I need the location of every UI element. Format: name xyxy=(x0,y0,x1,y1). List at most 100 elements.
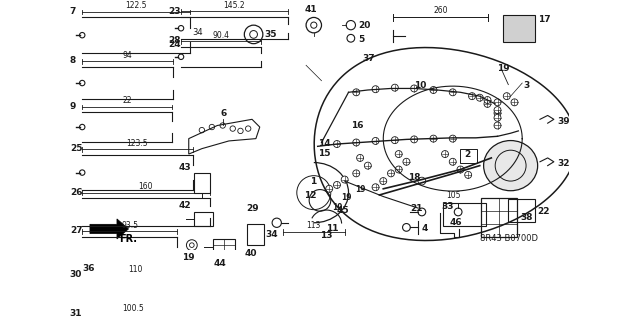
Circle shape xyxy=(457,166,464,173)
Circle shape xyxy=(333,182,340,189)
Text: 113: 113 xyxy=(307,221,321,231)
Text: 105: 105 xyxy=(447,191,461,200)
Polygon shape xyxy=(90,219,129,239)
Text: 12: 12 xyxy=(305,191,317,200)
Circle shape xyxy=(430,135,437,142)
Circle shape xyxy=(333,141,340,147)
Text: 9: 9 xyxy=(70,102,76,111)
Text: 44: 44 xyxy=(213,259,226,268)
Bar xyxy=(214,239,235,255)
Text: 93.5: 93.5 xyxy=(121,221,138,230)
Circle shape xyxy=(484,97,491,103)
Text: 100.5: 100.5 xyxy=(122,304,144,313)
Text: 3: 3 xyxy=(524,81,530,90)
Circle shape xyxy=(353,170,360,177)
Circle shape xyxy=(468,93,476,100)
Text: 11: 11 xyxy=(326,224,339,233)
Bar xyxy=(194,212,212,226)
Text: 17: 17 xyxy=(538,15,551,24)
Circle shape xyxy=(396,151,402,158)
Text: 19: 19 xyxy=(355,185,365,194)
Text: 13: 13 xyxy=(320,231,332,240)
Text: 145.2: 145.2 xyxy=(223,1,245,10)
Text: 18: 18 xyxy=(408,173,420,182)
Circle shape xyxy=(442,151,449,158)
Circle shape xyxy=(364,162,371,169)
Bar xyxy=(194,173,209,193)
Circle shape xyxy=(494,114,501,121)
Circle shape xyxy=(411,85,418,92)
Circle shape xyxy=(494,107,501,114)
Text: 110: 110 xyxy=(128,265,143,274)
Circle shape xyxy=(476,94,483,101)
Text: 14: 14 xyxy=(319,139,331,148)
Text: 2: 2 xyxy=(464,150,470,159)
Text: 39: 39 xyxy=(557,117,570,126)
Circle shape xyxy=(494,99,501,106)
Text: 36: 36 xyxy=(82,264,95,273)
Text: 19: 19 xyxy=(497,64,509,73)
Text: 260: 260 xyxy=(433,6,448,15)
Text: 7: 7 xyxy=(70,7,76,16)
Ellipse shape xyxy=(484,141,538,191)
Circle shape xyxy=(411,136,418,143)
Text: 160: 160 xyxy=(139,182,153,191)
Circle shape xyxy=(392,84,398,91)
Circle shape xyxy=(326,185,333,192)
Bar xyxy=(508,199,535,222)
Circle shape xyxy=(341,176,348,183)
Text: 23: 23 xyxy=(169,7,181,16)
Text: 6: 6 xyxy=(220,109,227,118)
Text: 10: 10 xyxy=(414,81,426,90)
Circle shape xyxy=(396,166,402,173)
Text: 22: 22 xyxy=(538,206,550,216)
Text: 20: 20 xyxy=(358,21,371,30)
Circle shape xyxy=(372,86,379,93)
Text: 27: 27 xyxy=(70,226,83,235)
Text: 26: 26 xyxy=(70,188,83,197)
Circle shape xyxy=(494,110,501,117)
Text: 21: 21 xyxy=(410,204,423,213)
Text: 43: 43 xyxy=(179,163,191,172)
Text: FR.: FR. xyxy=(119,234,137,244)
Text: 19: 19 xyxy=(332,203,342,212)
Text: 8R43 B0700D: 8R43 B0700D xyxy=(479,234,538,243)
Text: 45: 45 xyxy=(337,206,349,215)
Text: 123.5: 123.5 xyxy=(127,139,148,148)
Circle shape xyxy=(387,170,394,177)
Text: 31: 31 xyxy=(70,309,83,318)
Text: 46: 46 xyxy=(449,218,462,227)
Text: 42: 42 xyxy=(179,201,191,211)
Text: 32: 32 xyxy=(557,160,570,168)
Text: 16: 16 xyxy=(351,121,364,130)
Text: 24: 24 xyxy=(169,40,181,49)
Text: 33: 33 xyxy=(441,202,454,211)
Text: 28: 28 xyxy=(169,36,181,45)
Text: 41: 41 xyxy=(305,5,317,14)
Text: 5: 5 xyxy=(358,35,365,44)
Text: 37: 37 xyxy=(362,54,375,63)
Circle shape xyxy=(484,100,491,108)
Text: 15: 15 xyxy=(319,149,331,158)
Text: 38: 38 xyxy=(520,213,532,222)
Bar xyxy=(444,203,486,226)
Circle shape xyxy=(449,89,456,96)
Bar xyxy=(248,224,264,245)
Circle shape xyxy=(449,158,456,165)
Text: 29: 29 xyxy=(246,204,259,213)
Circle shape xyxy=(353,139,360,146)
Text: 22: 22 xyxy=(122,96,132,105)
Text: 34: 34 xyxy=(193,28,204,37)
Circle shape xyxy=(449,135,456,142)
Text: 19: 19 xyxy=(182,253,195,262)
Text: 25: 25 xyxy=(70,144,83,153)
Circle shape xyxy=(503,93,510,100)
Circle shape xyxy=(372,184,379,191)
Text: 122.5: 122.5 xyxy=(125,2,147,11)
Text: 4: 4 xyxy=(422,224,428,233)
Text: 94: 94 xyxy=(123,51,132,60)
Circle shape xyxy=(430,86,437,93)
Text: 8: 8 xyxy=(70,56,76,65)
Text: 1: 1 xyxy=(310,177,316,186)
Text: 40: 40 xyxy=(245,249,257,258)
